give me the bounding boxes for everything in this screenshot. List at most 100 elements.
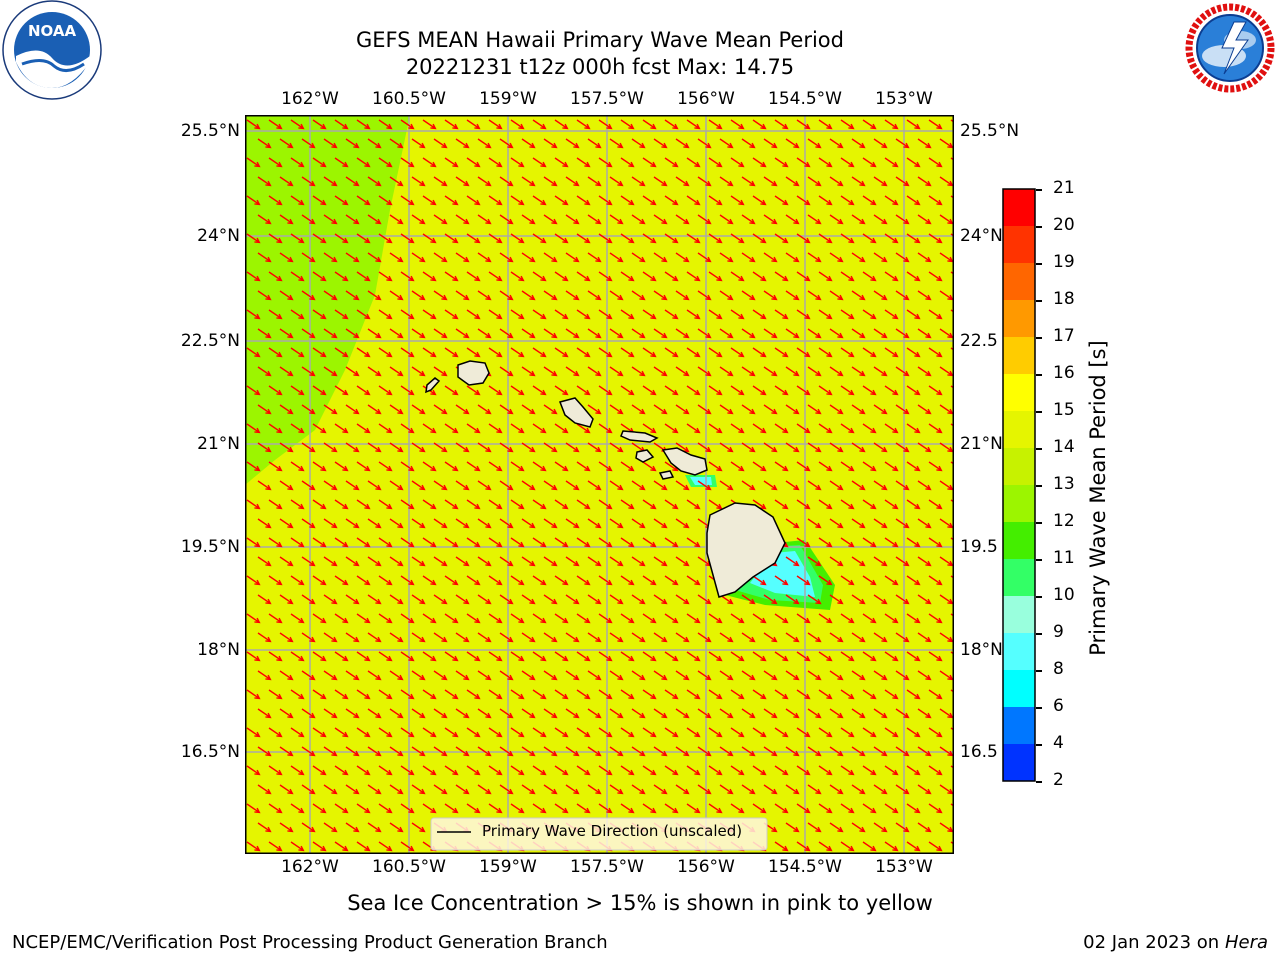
wave-arrow	[433, 632, 448, 643]
wave-arrow	[917, 594, 932, 605]
wave-arrow	[862, 765, 877, 776]
wave-arrow	[400, 119, 415, 130]
wave-arrow	[895, 442, 910, 453]
wave-arrow	[928, 309, 943, 320]
wave-arrow	[543, 214, 558, 225]
wave-arrow	[356, 841, 371, 852]
wave-arrow	[730, 157, 745, 168]
colorbar-tick-mark	[1036, 781, 1042, 783]
wave-arrow	[312, 309, 327, 320]
wave-arrow	[675, 442, 690, 453]
wave-arrow	[312, 651, 327, 662]
wave-arrow	[466, 765, 481, 776]
wave-arrow	[268, 803, 283, 814]
wave-arrow	[807, 252, 822, 263]
wave-arrow	[664, 613, 679, 624]
wave-arrow	[477, 708, 492, 719]
wave-arrow	[345, 404, 360, 415]
wave-arrow	[367, 594, 382, 605]
wave-arrow	[422, 423, 437, 434]
wave-arrow	[345, 480, 360, 491]
wave-arrow	[862, 119, 877, 130]
wave-arrow	[642, 347, 657, 358]
wave-arrow	[422, 727, 437, 738]
wave-arrow	[499, 708, 514, 719]
wave-arrow	[774, 423, 789, 434]
wave-arrow	[774, 727, 789, 738]
wave-arrow	[576, 537, 591, 548]
wave-arrow	[543, 442, 558, 453]
wave-arrow	[642, 157, 657, 168]
wave-arrow	[444, 157, 459, 168]
wave-arrow	[741, 138, 756, 149]
wave-arrow	[543, 670, 558, 681]
wave-arrow	[455, 670, 470, 681]
wave-arrow	[807, 328, 822, 339]
wave-arrow	[554, 423, 569, 434]
wave-arrow	[279, 556, 294, 567]
wave-arrow	[488, 803, 503, 814]
wave-arrow	[620, 233, 635, 244]
wave-arrow	[279, 784, 294, 795]
wave-arrow	[829, 480, 844, 491]
wave-arrow	[334, 347, 349, 358]
wave-arrow	[466, 461, 481, 472]
wave-arrow	[455, 632, 470, 643]
wave-arrow	[664, 537, 679, 548]
wave-arrow	[312, 841, 327, 852]
wave-arrow	[257, 176, 272, 187]
wave-arrow	[367, 670, 382, 681]
wave-arrow	[598, 157, 613, 168]
wave-arrow	[411, 442, 426, 453]
wave-arrow	[763, 746, 778, 757]
wave-arrow	[378, 613, 393, 624]
wave-arrow	[818, 803, 833, 814]
wave-arrow	[499, 404, 514, 415]
wave-arrow	[301, 518, 316, 529]
wave-arrow	[785, 670, 800, 681]
wave-arrow	[378, 461, 393, 472]
wave-arrow	[587, 784, 602, 795]
wave-arrow	[917, 290, 932, 301]
wave-arrow	[829, 556, 844, 567]
wave-arrow	[818, 689, 833, 700]
wave-arrow	[268, 195, 283, 206]
wave-arrow	[433, 670, 448, 681]
wave-arrow	[796, 461, 811, 472]
colorbar-band	[1003, 337, 1035, 375]
wave-arrow	[587, 252, 602, 263]
wave-arrow	[345, 556, 360, 567]
wave-arrow	[334, 613, 349, 624]
wave-arrow	[752, 385, 767, 396]
wave-arrow	[917, 632, 932, 643]
wave-arrow	[873, 518, 888, 529]
wave-arrow	[774, 613, 789, 624]
wave-arrow	[642, 613, 657, 624]
wave-arrow	[620, 689, 635, 700]
wave-arrow	[356, 765, 371, 776]
wave-arrow	[433, 366, 448, 377]
wave-arrow	[763, 366, 778, 377]
wave-arrow	[774, 195, 789, 206]
wave-arrow	[609, 480, 624, 491]
wave-arrow	[246, 613, 261, 624]
wave-arrow	[466, 613, 481, 624]
wave-arrow	[675, 290, 690, 301]
wave-arrow	[301, 822, 316, 833]
wave-arrow	[521, 708, 536, 719]
wave-arrow	[631, 404, 646, 415]
wave-arrow	[312, 157, 327, 168]
wave-arrow	[301, 404, 316, 415]
wave-arrow	[708, 423, 723, 434]
wave-arrow	[851, 670, 866, 681]
wave-arrow	[499, 784, 514, 795]
wave-arrow	[444, 613, 459, 624]
wave-arrow	[488, 651, 503, 662]
wave-arrow	[917, 556, 932, 567]
wave-arrow	[741, 404, 756, 415]
wave-arrow	[576, 575, 591, 586]
wave-arrow	[840, 689, 855, 700]
wave-arrow	[246, 347, 261, 358]
wave-arrow	[829, 404, 844, 415]
wave-arrow	[631, 176, 646, 187]
